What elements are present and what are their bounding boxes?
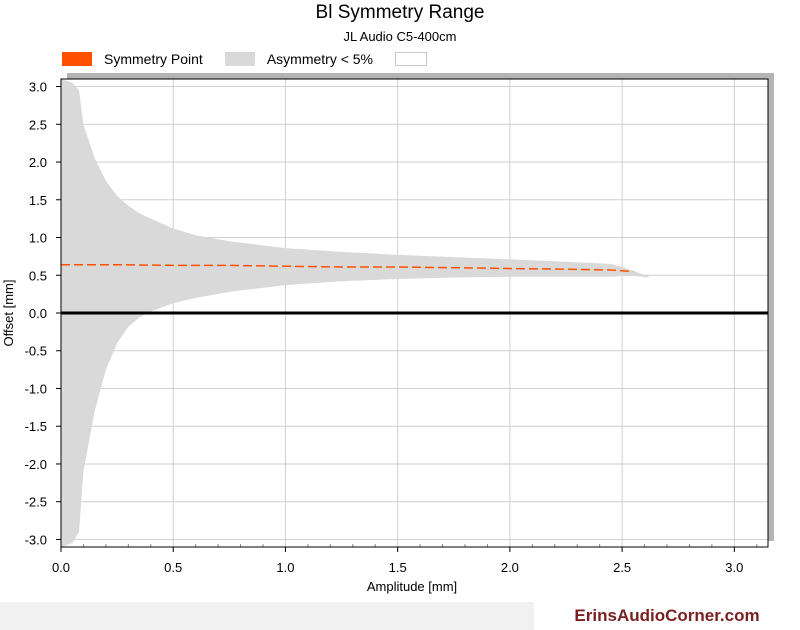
y-tick-label: 0.0 — [29, 306, 47, 321]
chart-svg: 0.0 0.5 1.0 1.5 2.0 2.5 3.0 3.0 2.5 2.0 1.5 1.0 0.5 0… — [1, 73, 774, 594]
y-tick-label: 2.5 — [29, 117, 47, 132]
x-tick-label: 2.5 — [613, 560, 631, 575]
x-tick-label: 3.0 — [725, 560, 743, 575]
footer-bar: ErinsAudioCorner.com — [0, 602, 800, 630]
y-tick-label: 2.0 — [29, 155, 47, 170]
plot-border — [60, 78, 769, 548]
x-axis-label: Amplitude [mm] — [367, 579, 457, 594]
symmetry-point-line — [61, 263, 634, 273]
legend: Symmetry Point Asymmetry < 5% — [62, 50, 428, 68]
x-tick-label: 0.0 — [52, 560, 70, 575]
x-tick-label: 1.5 — [389, 560, 407, 575]
y-axis-label: Offset [mm] — [1, 280, 16, 347]
legend-label-asymmetry: Asymmetry < 5% — [266, 51, 374, 67]
legend-swatch-symmetry-point — [62, 52, 92, 66]
chart-title: Bl Symmetry Range — [315, 2, 485, 23]
y-tick-label: 3.0 — [29, 80, 47, 95]
y-tick-label: -1.0 — [25, 381, 47, 396]
legend-swatch-empty — [395, 52, 428, 66]
y-tick-label: -0.5 — [25, 344, 47, 359]
y-tick-label: -2.5 — [25, 495, 47, 510]
x-tick-label: 1.0 — [276, 560, 294, 575]
legend-swatch-asymmetry — [224, 52, 255, 66]
legend-label-symmetry-point: Symmetry Point — [104, 51, 203, 67]
y-tick-label: 1.0 — [29, 231, 47, 246]
y-tick-label: 1.5 — [29, 193, 47, 208]
x-tick-label: 0.5 — [164, 560, 182, 575]
x-tick-label: 2.0 — [501, 560, 519, 575]
chart-subtitle: JL Audio C5-400cm — [343, 29, 457, 44]
plot-area: 0.0 0.5 1.0 1.5 2.0 2.5 3.0 3.0 2.5 2.0 1.5 1.0 0.5 0… — [25, 73, 774, 575]
footer-brand: ErinsAudioCorner.com — [534, 602, 800, 630]
y-tick-label: 0.5 — [29, 268, 47, 283]
y-tick-label: -2.0 — [25, 457, 47, 472]
y-tick-label: -1.5 — [25, 419, 47, 434]
y-tick-label: -3.0 — [25, 532, 47, 547]
